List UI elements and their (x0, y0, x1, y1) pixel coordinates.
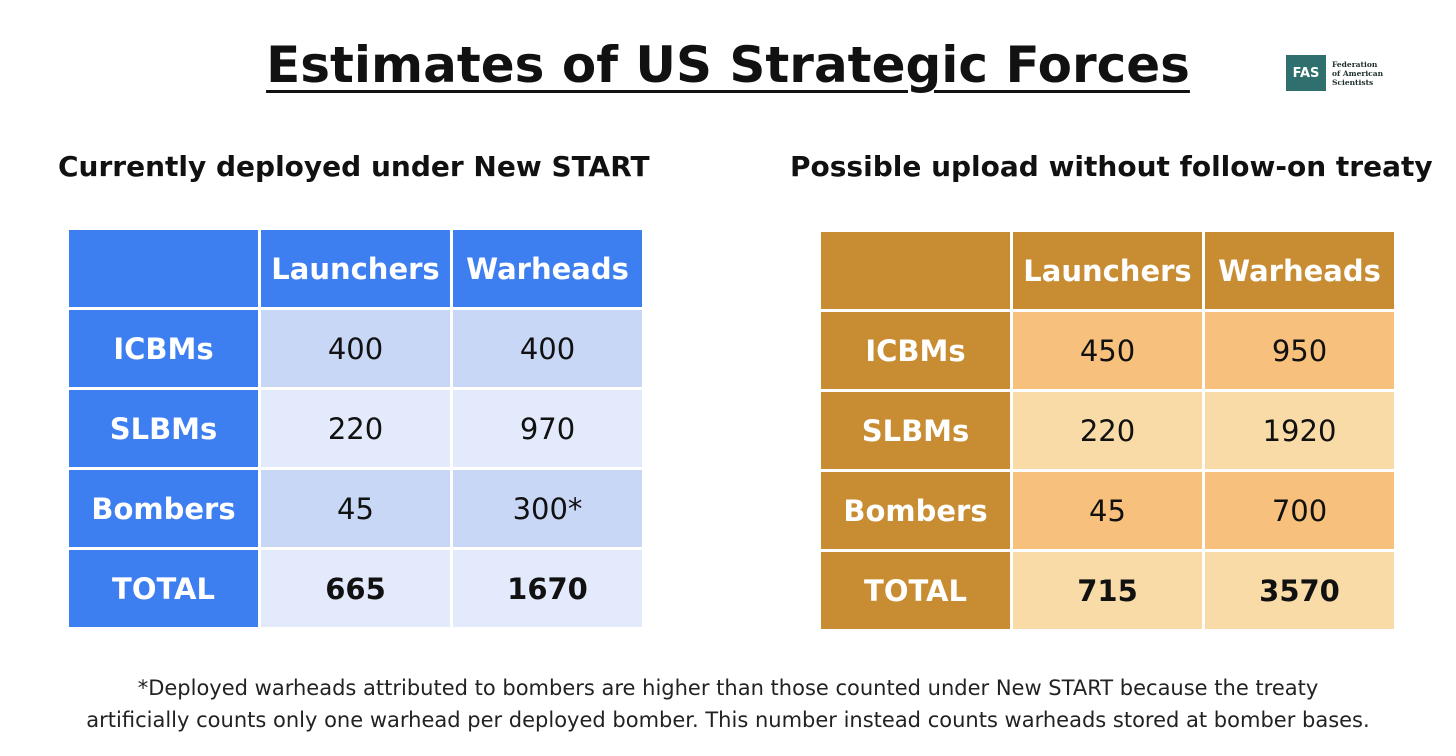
warheads-value: 300* (450, 467, 645, 550)
warheads-value: 700 (1202, 469, 1397, 552)
table-row: ICBMs 400 400 (66, 307, 645, 390)
page-title-text: Estimates of US Strategic Forces (266, 36, 1190, 94)
launchers-value: 220 (258, 387, 453, 470)
table-total-row: TOTAL 715 3570 (818, 549, 1397, 632)
row-label: TOTAL (66, 547, 261, 630)
header-corner (66, 227, 261, 310)
warheads-value: 970 (450, 387, 645, 470)
warheads-value: 1920 (1202, 389, 1397, 472)
row-label: ICBMs (66, 307, 261, 390)
launchers-value: 45 (258, 467, 453, 550)
launchers-value: 400 (258, 307, 453, 390)
table-row: Bombers 45 700 (818, 469, 1397, 552)
footnote-line-1: *Deployed warheads attributed to bombers… (137, 676, 1319, 700)
header-corner (818, 229, 1013, 312)
table-row: SLBMs 220 970 (66, 387, 645, 470)
possible-upload-table: Launchers Warheads ICBMs 450 950 SLBMs 2… (818, 229, 1397, 632)
fas-logo: FAS Federation of American Scientists (1286, 55, 1392, 91)
footnote-line-2: artificially counts only one warhead per… (86, 708, 1370, 732)
left-table-heading: Currently deployed under New START (58, 150, 650, 183)
current-forces-table: Launchers Warheads ICBMs 400 400 SLBMs 2… (66, 227, 645, 630)
footnote: *Deployed warheads attributed to bombers… (0, 672, 1456, 736)
row-label: Bombers (66, 467, 261, 550)
table-row: Bombers 45 300* (66, 467, 645, 550)
launchers-value: 450 (1010, 309, 1205, 392)
header-launchers: Launchers (258, 227, 453, 310)
fas-logo-line-1: Federation (1332, 59, 1378, 69)
fas-logo-line-2: of American (1332, 68, 1384, 78)
warheads-total: 3570 (1202, 549, 1397, 632)
warheads-value: 950 (1202, 309, 1397, 392)
table-header-row: Launchers Warheads (66, 227, 645, 310)
row-label: Bombers (818, 469, 1013, 552)
warheads-total: 1670 (450, 547, 645, 630)
table-row: ICBMs 450 950 (818, 309, 1397, 392)
row-label: SLBMs (818, 389, 1013, 472)
page-title: Estimates of US Strategic Forces (0, 36, 1456, 94)
right-table-heading: Possible upload without follow-on treaty (790, 150, 1433, 183)
header-warheads: Warheads (450, 227, 645, 310)
header-warheads: Warheads (1202, 229, 1397, 312)
header-launchers: Launchers (1010, 229, 1205, 312)
fas-logo-text: Federation of American Scientists (1332, 60, 1392, 87)
launchers-total: 665 (258, 547, 453, 630)
row-label: SLBMs (66, 387, 261, 470)
table-header-row: Launchers Warheads (818, 229, 1397, 312)
fas-logo-mark: FAS (1286, 55, 1326, 91)
row-label: TOTAL (818, 549, 1013, 632)
launchers-value: 45 (1010, 469, 1205, 552)
row-label: ICBMs (818, 309, 1013, 392)
table-total-row: TOTAL 665 1670 (66, 547, 645, 630)
warheads-value: 400 (450, 307, 645, 390)
table-row: SLBMs 220 1920 (818, 389, 1397, 472)
launchers-total: 715 (1010, 549, 1205, 632)
fas-logo-line-3: Scientists (1332, 77, 1374, 87)
launchers-value: 220 (1010, 389, 1205, 472)
